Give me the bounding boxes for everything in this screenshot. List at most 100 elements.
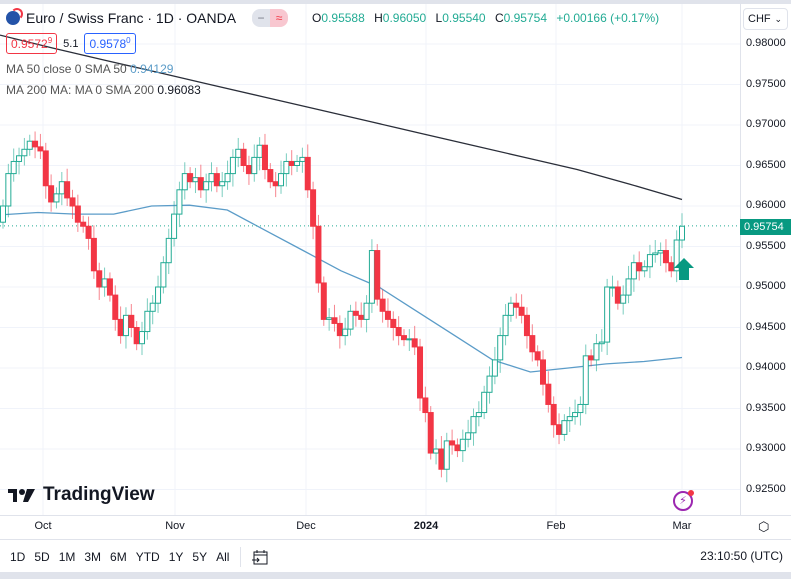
candle-body <box>208 173 215 183</box>
candle-body <box>636 262 643 272</box>
symbol-legend[interactable]: Euro / Swiss Franc · 1D · OANDA − ≈ O0.9… <box>6 8 659 27</box>
ma50-legend[interactable]: MA 50 close 0 SMA 50 0.94129 <box>6 62 173 76</box>
sell-button[interactable]: 0.95729 <box>6 33 58 54</box>
currency-select[interactable]: CHF ⌄ <box>743 8 788 30</box>
candle-body <box>310 189 317 227</box>
candle-body <box>261 144 268 171</box>
candle-body <box>449 440 456 446</box>
wave-icon[interactable]: ≈ <box>270 9 289 27</box>
minus-icon[interactable]: − <box>252 9 271 27</box>
candle-body <box>240 148 247 167</box>
price-label: 0.96500 <box>746 158 786 171</box>
candle-body <box>155 286 162 304</box>
candle-body <box>299 156 306 162</box>
range-3m[interactable]: 3M <box>84 549 102 564</box>
candle-body <box>368 250 375 304</box>
candle-body <box>165 237 172 264</box>
toolbar-divider <box>240 546 242 567</box>
time-label: Nov <box>165 520 185 532</box>
visibility-toggle[interactable]: − ≈ <box>252 9 289 27</box>
candle-body <box>630 262 637 280</box>
price-label: 0.97000 <box>746 118 786 130</box>
eur-chf-flag-icon <box>6 8 23 25</box>
candle-body <box>171 213 178 239</box>
symbol-title: Euro / Swiss Franc · 1D · OANDA <box>26 10 237 26</box>
price-label: 0.97500 <box>746 77 786 90</box>
candle-body <box>85 225 92 239</box>
candle-body <box>42 150 49 187</box>
go-to-date-icon[interactable] <box>251 548 269 566</box>
candle-body <box>545 383 552 405</box>
candle-body <box>582 355 589 405</box>
price-label: 0.92500 <box>746 482 786 495</box>
candle-body <box>673 239 680 272</box>
range-5y[interactable]: 5Y <box>192 549 208 564</box>
settings-icon[interactable]: ⬡ <box>758 519 770 534</box>
candle-body <box>593 343 600 361</box>
candle-body <box>256 144 263 158</box>
ma200-legend[interactable]: MA 200 MA: MA 0 SMA 200 0.96083 <box>6 83 201 97</box>
candle-body <box>652 252 659 256</box>
candle-body <box>139 331 146 345</box>
range-ytd[interactable]: YTD <box>135 549 160 564</box>
candle-body <box>278 173 285 187</box>
range-6m[interactable]: 6M <box>110 549 127 564</box>
buy-button[interactable]: 0.95780 <box>84 33 136 54</box>
candle-body <box>320 282 327 320</box>
range-1d[interactable]: 1D <box>10 549 26 564</box>
range-1m[interactable]: 1M <box>58 549 76 564</box>
candle-body <box>96 270 103 288</box>
range-1y[interactable]: 1Y <box>168 549 184 564</box>
candle-body <box>507 302 514 316</box>
candle-body <box>160 262 167 288</box>
candle-body <box>187 173 194 183</box>
price-label: 0.95000 <box>746 280 786 292</box>
candle-body <box>411 338 418 348</box>
ohlc-values: O0.95588 H0.96050 L0.95540 C0.95754 +0.0… <box>306 11 659 25</box>
candle-body <box>481 391 488 414</box>
candle-body <box>395 327 402 337</box>
candle-body <box>272 181 279 187</box>
lightning-icon[interactable]: ⚡ <box>673 490 694 511</box>
time-axis[interactable]: Oct Nov Dec 2024 Feb Mar ⬡ <box>0 515 791 540</box>
time-label: Mar <box>672 520 692 532</box>
price-label: 0.93000 <box>746 442 786 454</box>
sell-pip: 9 <box>47 36 53 45</box>
candle-body <box>390 318 397 328</box>
candle-body <box>523 314 530 337</box>
candle-body <box>588 355 595 361</box>
range-all[interactable]: All <box>216 549 230 564</box>
close-label: C <box>494 11 504 25</box>
tradingview-logo[interactable]: TradingView <box>8 484 155 506</box>
logo-text: TradingView <box>43 484 155 505</box>
up-arrow-icon <box>674 258 694 280</box>
candle-body <box>486 375 493 393</box>
ma50-value: 0.94129 <box>130 62 174 76</box>
candle-body <box>251 156 258 175</box>
candle-body <box>433 448 440 454</box>
time-label: 2024 <box>413 520 439 532</box>
candle-body <box>406 338 413 341</box>
candle-body <box>577 403 584 414</box>
candle-body <box>497 335 504 361</box>
candle-body <box>315 225 322 284</box>
candle-body <box>283 160 290 175</box>
clock[interactable]: 23:10:50 (UTC) <box>700 549 783 563</box>
candle-body <box>534 351 541 361</box>
candle-body <box>74 205 81 223</box>
ma50-line <box>0 204 683 373</box>
time-label: Dec <box>296 520 316 532</box>
buy-price: 0.9578 <box>89 37 127 51</box>
candle-body <box>502 314 509 337</box>
candle-body <box>144 310 151 333</box>
price-chart[interactable] <box>0 4 740 515</box>
candle-body <box>224 173 231 183</box>
ma200-value: 0.96083 <box>157 83 201 97</box>
candle-body <box>374 250 381 300</box>
ma200-line <box>0 34 683 201</box>
price-axis[interactable]: 0.98000 0.97500 0.97000 0.96500 0.96000 0.955… <box>740 4 791 515</box>
range-5d[interactable]: 5D <box>34 549 50 564</box>
time-label: Oct <box>34 520 52 532</box>
candle-body <box>267 169 274 183</box>
candle-body <box>122 314 129 337</box>
